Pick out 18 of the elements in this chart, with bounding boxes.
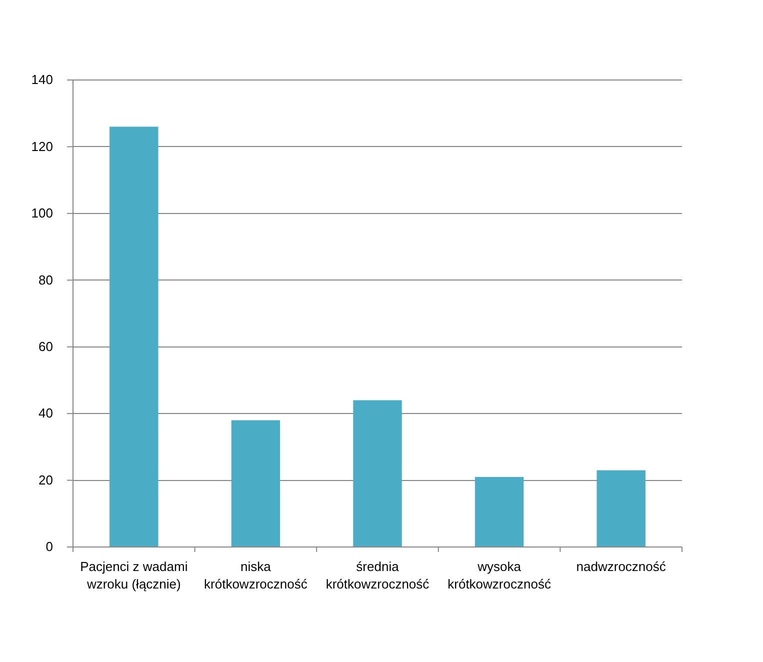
y-tick-label: 60 xyxy=(38,339,53,354)
y-tick-label: 0 xyxy=(46,539,53,554)
x-tick-label: wysoka krótkowzroczność xyxy=(448,559,552,592)
y-tick-label: 40 xyxy=(38,406,53,421)
bar xyxy=(110,126,158,547)
y-tick-label: 100 xyxy=(31,206,53,221)
y-tick-label: 120 xyxy=(31,138,53,154)
y-tick-label: 80 xyxy=(38,272,53,288)
x-tick-label: średnia krótkowzroczność xyxy=(326,559,430,592)
y-tick-label: 20 xyxy=(38,472,53,488)
bar xyxy=(596,470,646,547)
x-tick-label: niska krótkowzroczność xyxy=(204,559,308,592)
bar xyxy=(353,400,402,547)
x-tick-label: nadwzroczność xyxy=(576,559,666,574)
y-tick-label: 140 xyxy=(31,72,53,88)
x-tick-label: Pacjenci z wadami wzroku (łącznie) xyxy=(80,559,188,592)
bar xyxy=(474,476,524,547)
bar xyxy=(231,420,280,547)
